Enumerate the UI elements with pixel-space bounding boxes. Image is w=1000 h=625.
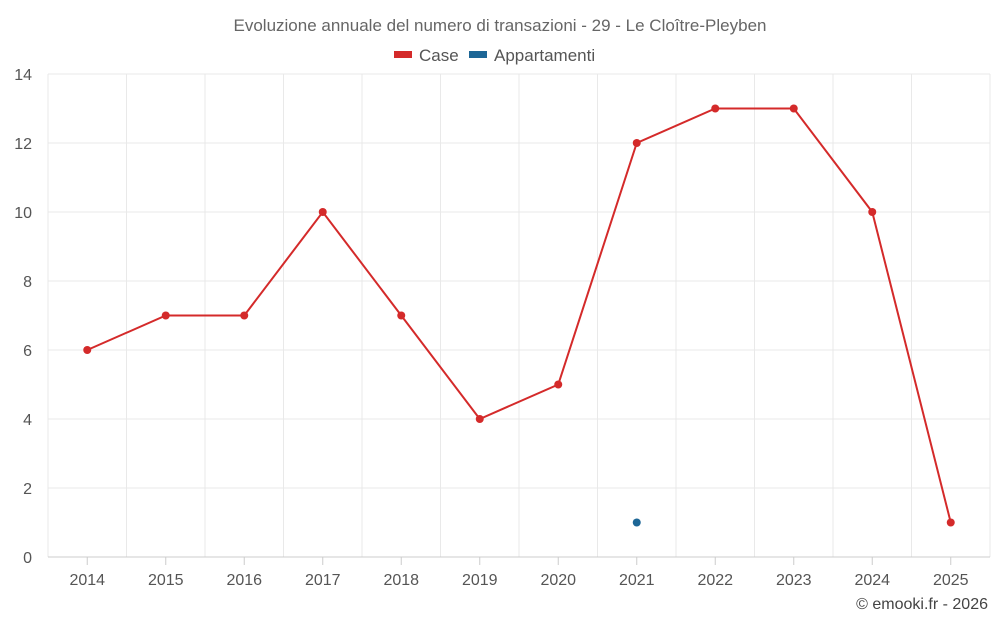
legend: Case Appartamenti [394, 46, 595, 65]
credit-text: © emooki.fr - 2026 [856, 596, 988, 613]
y-tick-label: 2 [23, 481, 32, 498]
y-tick-label: 8 [23, 274, 32, 291]
data-point-case[interactable] [554, 380, 563, 389]
x-tick-label: 2017 [305, 572, 341, 589]
data-point-appartamenti[interactable] [632, 518, 641, 527]
legend-item-case[interactable]: Case [394, 46, 459, 65]
legend-item-appartamenti[interactable]: Appartamenti [469, 46, 595, 65]
y-tick-label: 6 [23, 343, 32, 360]
y-tick-label: 0 [23, 550, 32, 567]
series-line-case [86, 107, 952, 523]
y-tick-label: 10 [14, 205, 32, 222]
legend-swatch-appartamenti [469, 51, 487, 58]
x-tick-label: 2024 [854, 572, 890, 589]
data-point-case[interactable] [240, 311, 249, 320]
y-tick-label: 4 [23, 412, 32, 429]
series [83, 104, 955, 527]
data-point-case[interactable] [946, 518, 955, 527]
x-tick-label: 2019 [462, 572, 498, 589]
grid [47, 73, 991, 557]
x-tick-label: 2020 [540, 572, 576, 589]
x-tick-label: 2014 [69, 572, 105, 589]
axes: 0 2 4 6 8 10 12 14 2014 2015 2016 2017 2018 2019 2020 2… [14, 67, 990, 589]
data-point-case[interactable] [632, 139, 641, 147]
data-point-case[interactable] [711, 104, 720, 113]
x-tick-label: 2022 [697, 572, 733, 589]
data-point-case[interactable] [318, 208, 327, 216]
x-tick-label: 2016 [226, 572, 262, 589]
data-point-case[interactable] [161, 311, 170, 320]
x-tick-label: 2018 [383, 572, 419, 589]
data-point-case[interactable] [868, 208, 877, 216]
legend-label-appartamenti: Appartamenti [494, 46, 595, 65]
y-tick-label: 12 [14, 136, 32, 153]
x-tick-label: 2015 [148, 572, 184, 589]
x-tick-label: 2025 [933, 572, 969, 589]
y-tick-label: 14 [14, 67, 32, 84]
legend-label-case: Case [419, 46, 459, 65]
x-tick-label: 2023 [776, 572, 812, 589]
x-tick-label: 2021 [619, 572, 655, 589]
data-point-case[interactable] [397, 311, 406, 320]
legend-swatch-case [394, 51, 412, 58]
data-point-case[interactable] [475, 415, 484, 423]
data-point-case[interactable] [83, 346, 92, 354]
chart-title: Evoluzione annuale del numero di transaz… [234, 16, 767, 35]
data-point-case[interactable] [789, 104, 798, 113]
